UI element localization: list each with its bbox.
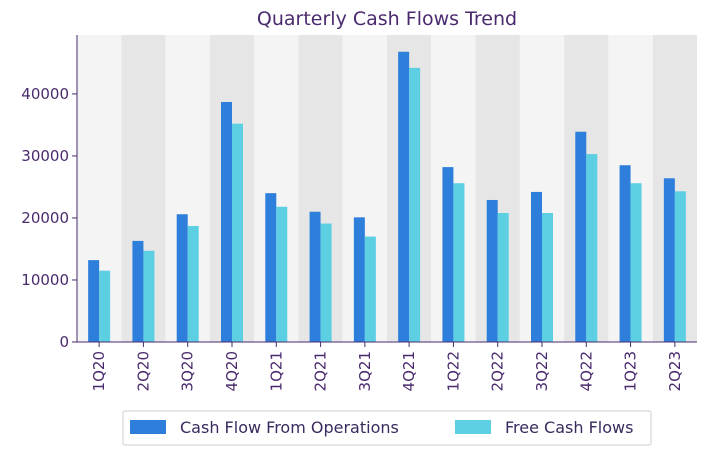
x-tick-label-1q22: 1Q22 <box>444 351 462 391</box>
legend-swatch-free-cash-flows <box>455 420 491 434</box>
bar-fcf-1q22 <box>453 183 465 342</box>
bar-fcf-4q20 <box>232 123 243 342</box>
x-tick-label-1q23: 1Q23 <box>622 351 640 391</box>
x-tick-label-3q20: 3Q20 <box>179 351 197 391</box>
bars-layer <box>88 51 686 343</box>
bar-fcf-2q22 <box>497 212 509 342</box>
x-tick-label-3q22: 3Q22 <box>533 351 551 391</box>
bar-cfo-2q23 <box>663 178 675 342</box>
y-tick-label-40000: 40000 <box>21 85 69 103</box>
legend-label-cash-flow-from-operations: Cash Flow From Operations <box>180 418 399 437</box>
x-tick-label-3q21: 3Q21 <box>356 351 374 391</box>
bar-cfo-3q20 <box>176 214 188 342</box>
bar-fcf-3q21 <box>364 236 376 342</box>
x-tick-label-2q22: 2Q22 <box>489 351 507 391</box>
axes-layer <box>76 35 697 343</box>
y-tick-label-10000: 10000 <box>21 271 69 289</box>
bar-fcf-3q20 <box>187 226 199 342</box>
legend-box <box>122 410 652 446</box>
bar-cfo-2q21 <box>309 211 321 342</box>
legend-label-free-cash-flows: Free Cash Flows <box>505 418 633 437</box>
bar-fcf-4q22 <box>586 154 598 342</box>
bar-cfo-4q21 <box>398 51 410 342</box>
background-bands <box>77 35 697 342</box>
bar-cfo-2q20 <box>132 240 144 342</box>
bar-cfo-1q23 <box>619 165 631 342</box>
y-tick-label-30000: 30000 <box>21 147 69 165</box>
bar-fcf-1q23 <box>630 183 642 342</box>
y-tick-label-20000: 20000 <box>21 209 69 227</box>
bar-fcf-1q21 <box>276 206 288 342</box>
x-tick-label-2q20: 2Q20 <box>134 351 152 391</box>
bar-fcf-1q20 <box>99 270 111 342</box>
bar-cfo-1q20 <box>88 260 100 342</box>
x-tick-label-4q20: 4Q20 <box>223 351 241 391</box>
x-tick-label-4q22: 4Q22 <box>577 351 595 391</box>
x-tick-label-4q21: 4Q21 <box>400 351 418 391</box>
y-ticks: 0 10000 20000 30000 40000 <box>21 85 77 351</box>
legend-swatch-cash-flow-from-operations <box>130 420 166 434</box>
y-tick-label-0: 0 <box>59 333 69 351</box>
bar-cfo-1q21 <box>265 193 277 342</box>
bar-cfo-2q22 <box>486 199 498 342</box>
chart-title: Quarterly Cash Flows Trend <box>257 8 517 30</box>
x-ticks: 1Q20 2Q20 3Q20 4Q20 1Q21 2Q21 3Q21 4Q21 1Q22 2Q22… <box>90 342 684 391</box>
bar-cfo-3q22 <box>531 191 542 342</box>
x-tick-label-2q21: 2Q21 <box>312 351 330 391</box>
legend: Cash Flow From Operations Free Cash Flow… <box>122 410 652 446</box>
bar-fcf-3q22 <box>542 212 553 342</box>
bar-cfo-1q22 <box>442 167 454 342</box>
bar-fcf-2q21 <box>320 223 332 342</box>
bar-fcf-2q23 <box>674 191 686 342</box>
bar-cfo-3q21 <box>353 217 365 342</box>
bar-cfo-4q22 <box>575 131 587 342</box>
bar-fcf-2q20 <box>143 250 155 342</box>
bar-cfo-4q20 <box>221 101 232 343</box>
x-tick-label-2q23: 2Q23 <box>666 351 684 391</box>
bar-fcf-4q21 <box>409 67 421 343</box>
x-tick-label-1q20: 1Q20 <box>90 351 108 391</box>
x-tick-label-1q21: 1Q21 <box>267 351 285 391</box>
